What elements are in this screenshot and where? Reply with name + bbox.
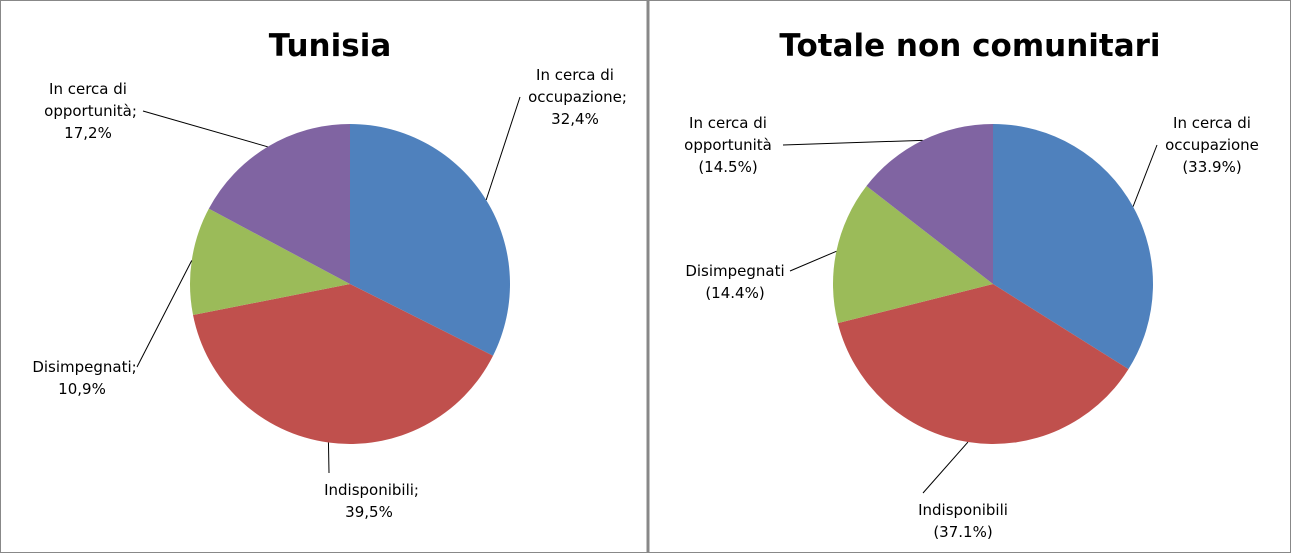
slice-label: Indisponibili [918,501,1008,519]
slice-label: In cerca di opportunità [44,80,132,120]
leader-line [327,442,330,474]
value-label: 10,9% [58,380,106,398]
slice-label: In cerca di occupazione [528,66,622,106]
pie-slice [208,124,350,284]
pie-slice [189,208,350,315]
label-line: Disimpegnati [32,358,131,376]
pie-slice [833,186,993,324]
pie-slice [993,124,1153,370]
leader-line [142,110,268,148]
slice-label: Indisponibili [324,481,414,499]
leader-line [789,250,837,272]
value-label: (33.9%) [1182,158,1241,176]
label-separator: ; [414,481,419,499]
slice-label: In cerca di occupazione [1165,114,1259,154]
label-separator: ; [622,88,627,106]
label-line: Indisponibili [324,481,414,499]
pie-slice [866,124,993,284]
label-line: In cerca di [1173,114,1251,132]
label-separator: ; [132,102,137,120]
label-line: Disimpegnati [685,262,784,280]
value-label: 17,2% [64,124,112,142]
value-label: (14.5%) [698,158,757,176]
leader-line [485,96,521,201]
label-line: Indisponibili [918,501,1008,519]
value-label: (14.4%) [705,284,764,302]
label-separator: ; [132,358,137,376]
pie-slice [350,124,510,356]
value-label: (37.1%) [933,523,992,541]
slice-label: In cerca di opportunità [684,114,772,154]
pie-slice [193,284,494,445]
leader-line [1132,144,1158,207]
label-line: opportunità [684,136,772,154]
label-line: In cerca di [49,80,127,98]
chart-title: Totale non comunitari [779,28,1160,64]
leader-line [922,441,969,494]
label-line: occupazione [1165,136,1259,154]
label-line: In cerca di [536,66,614,84]
leader-line [136,260,193,368]
slice-label: Disimpegnati [685,262,784,280]
slice-label: Disimpegnati [32,358,131,376]
leader-line [782,139,923,146]
label-line: In cerca di [689,114,767,132]
chart-title: Tunisia [269,28,392,64]
label-line: occupazione [528,88,622,106]
value-label: 32,4% [551,110,599,128]
value-label: 39,5% [345,503,393,521]
pie-slice [837,284,1129,444]
label-line: opportunità [44,102,132,120]
